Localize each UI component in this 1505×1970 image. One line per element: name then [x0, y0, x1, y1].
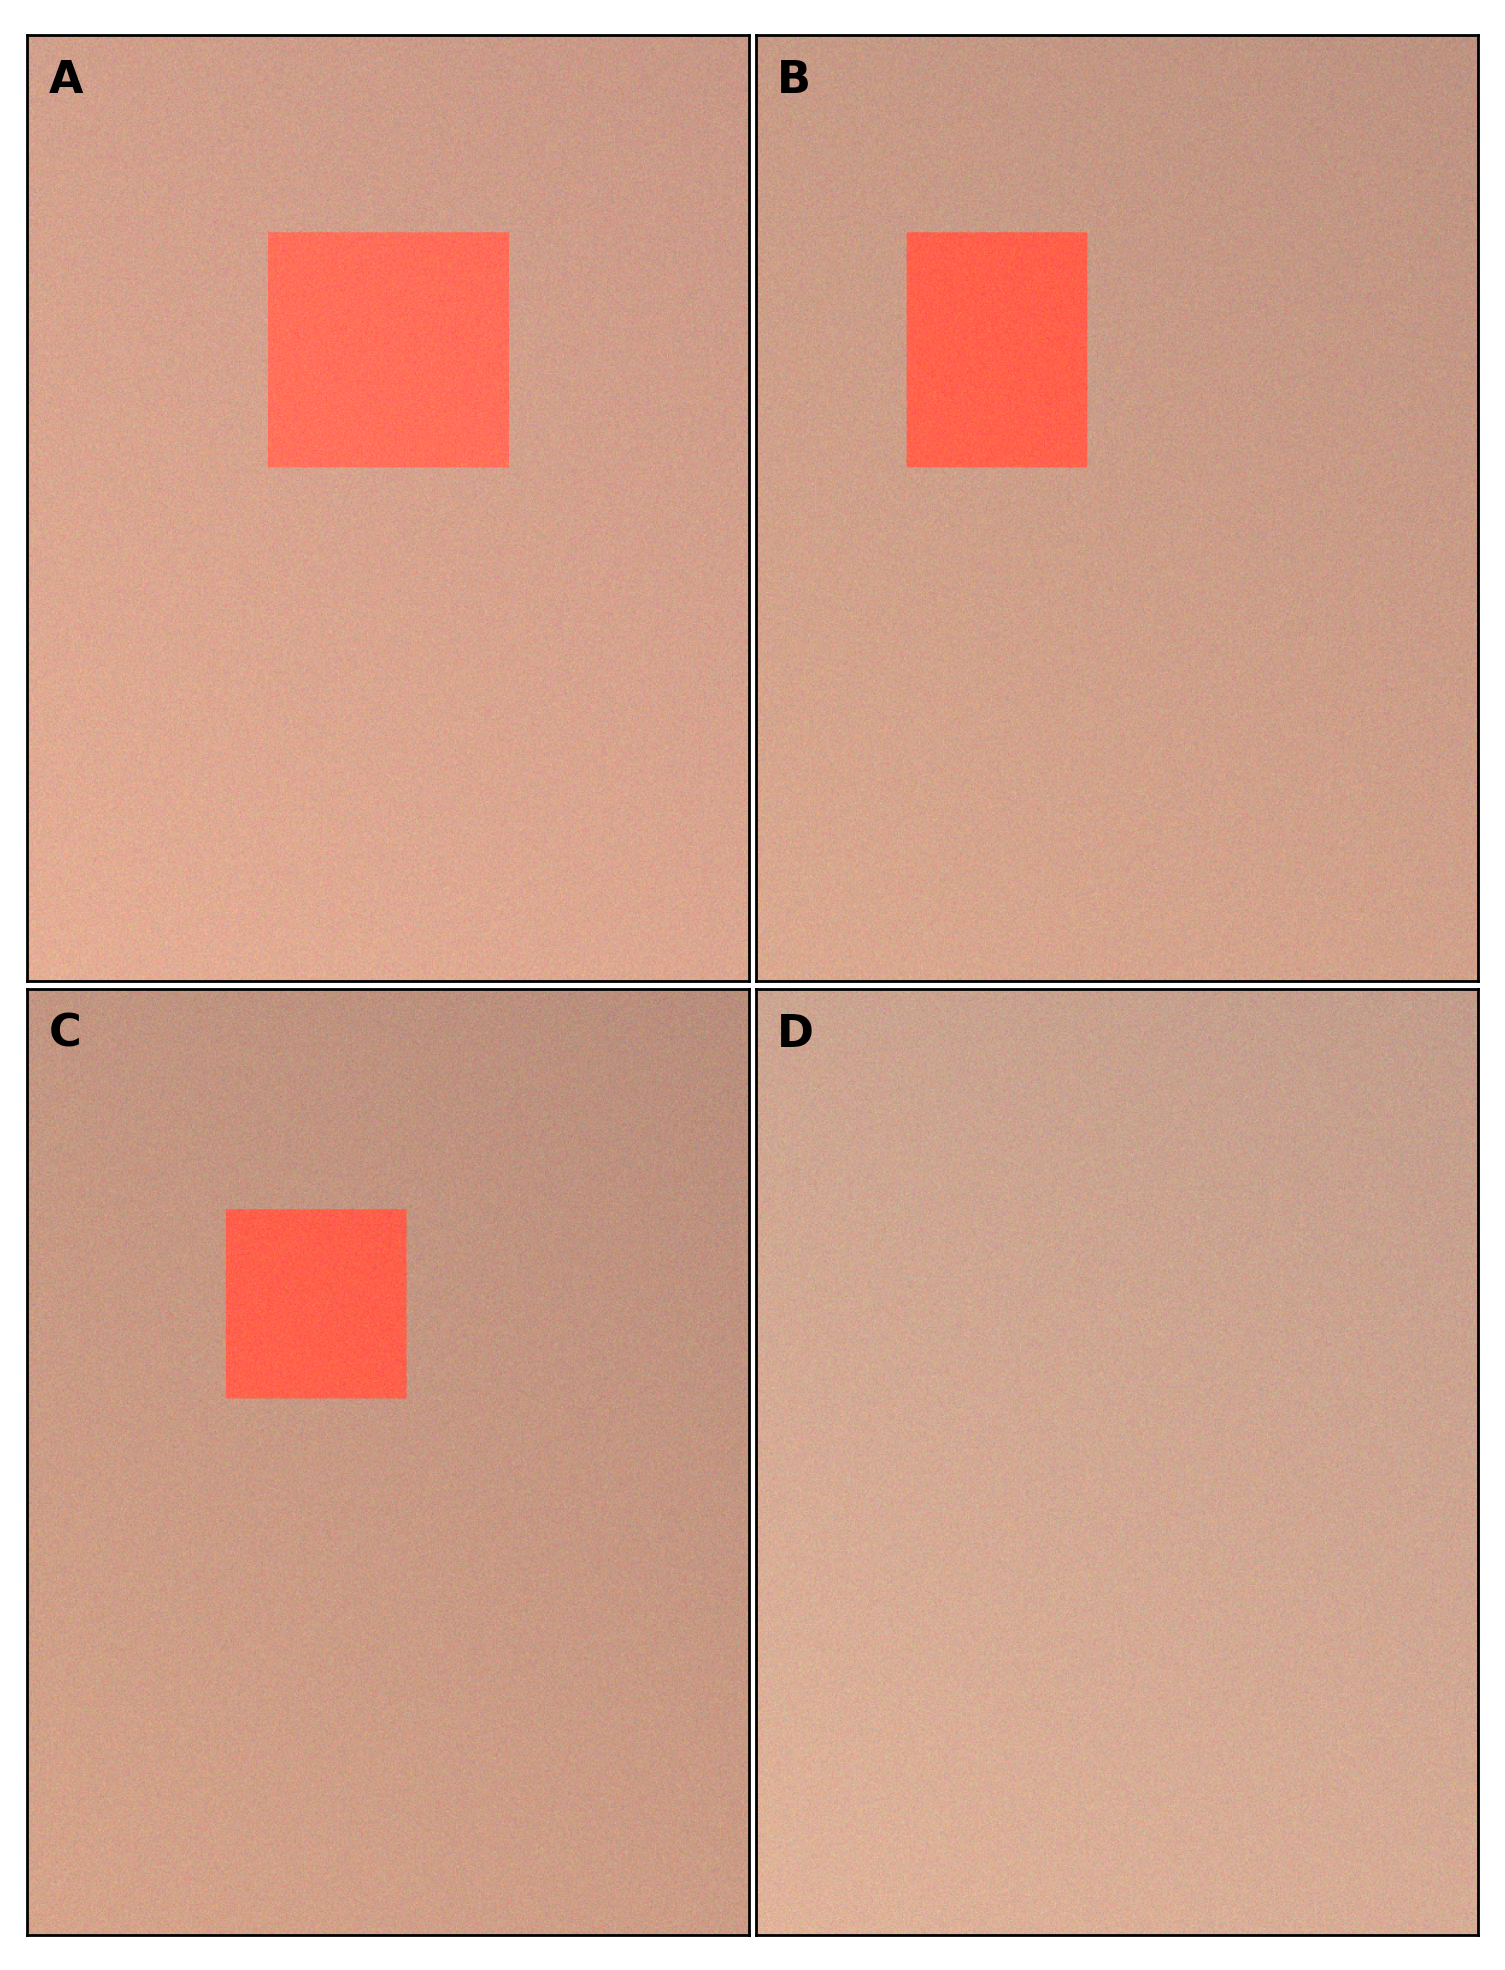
Text: A: A — [48, 59, 83, 102]
Text: C: C — [48, 1013, 81, 1056]
Text: D: D — [777, 1013, 814, 1056]
Text: B: B — [777, 59, 811, 102]
